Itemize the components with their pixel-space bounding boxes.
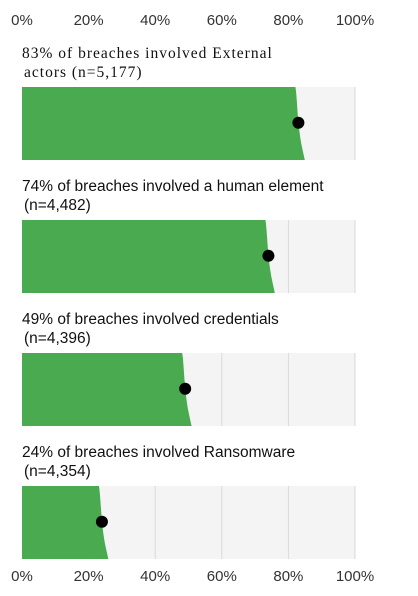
x-tick-label: 100% bbox=[335, 568, 375, 585]
x-tick-label: 40% bbox=[140, 12, 171, 29]
x-tick-label: 60% bbox=[206, 568, 237, 585]
value-marker bbox=[262, 249, 275, 262]
panel-subtitle: (n=4,396) bbox=[24, 330, 91, 347]
panel-subtitle: (n=4,354) bbox=[24, 463, 91, 480]
x-tick-label: 20% bbox=[73, 568, 104, 585]
x-tick-label: 60% bbox=[206, 12, 237, 29]
x-tick-label: 80% bbox=[273, 568, 304, 585]
x-tick-label: 20% bbox=[73, 12, 104, 29]
x-tick-label: 0% bbox=[11, 12, 33, 29]
x-tick-label: 100% bbox=[335, 12, 375, 29]
chart-panel: 83% of breaches involved External actors … bbox=[0, 44, 418, 160]
bar-plot bbox=[22, 87, 356, 160]
bar bbox=[22, 486, 109, 559]
panel-label: 24% of breaches involved Ransomware (n=4,… bbox=[22, 443, 392, 481]
panel-label: 74% of breaches involved a human element… bbox=[22, 177, 392, 215]
x-axis-top: 0% 20% 40% 60% 80% 100% bbox=[0, 12, 418, 32]
value-marker bbox=[292, 116, 305, 129]
panel-title: 83% of breaches involved External bbox=[22, 45, 273, 62]
panel-title: 24% of breaches involved Ransomware bbox=[22, 444, 296, 461]
panel-label: 49% of breaches involved credentials (n=4… bbox=[22, 310, 392, 348]
bar bbox=[22, 220, 275, 293]
chart-panel: 49% of breaches involved credentials (n=4… bbox=[0, 310, 418, 426]
panel-subtitle: actors (n=5,177) bbox=[24, 64, 143, 81]
chart-panel: 24% of breaches involved Ransomware (n=4,… bbox=[0, 443, 418, 559]
panel-title: 74% of breaches involved a human element bbox=[22, 178, 324, 195]
bar-plot bbox=[22, 220, 356, 293]
value-marker bbox=[179, 382, 192, 395]
panel-label: 83% of breaches involved External actors … bbox=[22, 44, 392, 82]
x-tick-label: 40% bbox=[140, 568, 171, 585]
panel-subtitle: (n=4,482) bbox=[24, 197, 91, 214]
x-tick-label: 0% bbox=[11, 568, 33, 585]
bar-plot bbox=[22, 486, 356, 559]
x-tick-label: 80% bbox=[273, 12, 304, 29]
panel-title: 49% of breaches involved credentials bbox=[22, 311, 279, 328]
value-marker bbox=[95, 515, 108, 528]
bar-plot bbox=[22, 353, 356, 426]
x-axis-bottom: 0% 20% 40% 60% 80% 100% bbox=[0, 568, 418, 588]
bar bbox=[22, 87, 305, 160]
bar bbox=[22, 353, 192, 426]
chart-panel: 74% of breaches involved a human element… bbox=[0, 177, 418, 293]
